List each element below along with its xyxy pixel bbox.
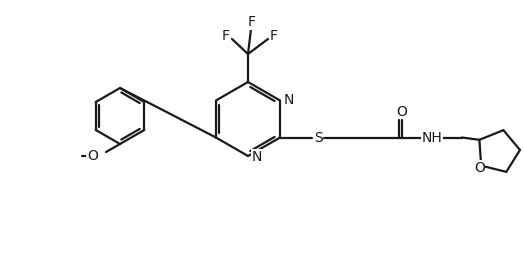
Text: O: O xyxy=(87,149,98,163)
Text: F: F xyxy=(270,29,278,43)
Text: O: O xyxy=(397,105,408,119)
Text: N: N xyxy=(284,92,294,106)
Text: S: S xyxy=(314,130,322,144)
Text: N: N xyxy=(252,150,263,164)
Text: NH: NH xyxy=(422,130,442,144)
Text: O: O xyxy=(474,161,485,175)
Text: F: F xyxy=(248,15,256,29)
Text: F: F xyxy=(222,29,230,43)
